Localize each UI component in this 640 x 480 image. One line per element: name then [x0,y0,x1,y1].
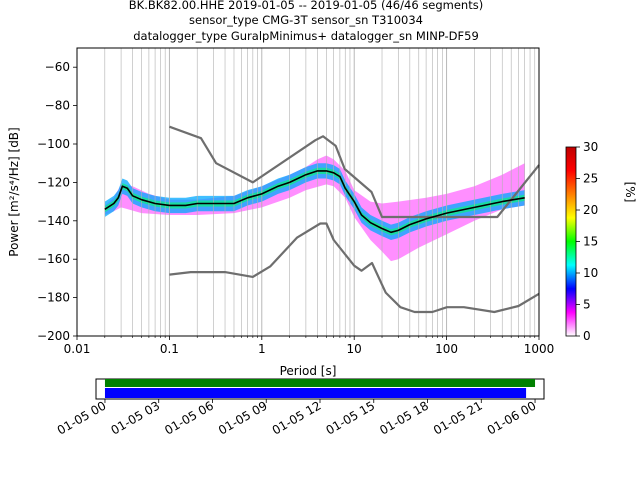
y-tick-label: −60 [45,60,70,74]
timeline-tick-label: 01-05 15 [324,398,378,437]
timeline-tick-label: 01-05 18 [377,398,431,437]
y-axis-label: Power [m²/s⁴/Hz] [dB] [7,127,21,256]
timeline-plot: 01-05 00 01-05 03 01-05 06 01-05 09 01-05 12… [55,378,545,438]
series-layer [104,125,540,314]
y-tick-label: −180 [37,291,70,305]
colorbar-label: [%] [623,182,637,203]
title-line-2: sensor_type CMG-3T sensor_sn T310034 [189,13,423,27]
timeline-tick-label: 01-05 21 [431,398,485,437]
x-tick-label: 10 [347,342,362,356]
timeline-ticks: 01-05 00 01-05 03 01-05 06 01-05 09 01-05 12… [55,398,539,437]
noise-model-low-line [169,222,540,314]
colorbar-tick-label: 20 [583,203,598,217]
y-tick-label: −120 [37,175,70,189]
y-tick-label: −140 [37,214,70,228]
x-tick-label: 1000 [524,342,555,356]
data-coverage-bar [104,379,536,387]
used-segments-bar [104,388,527,398]
colorbar: 0 5 10 15 20 25 30 [%] [565,140,637,343]
x-axis-ticks: 0.01 0.1 1 10 100 1000 [64,336,555,356]
density-band-peak [104,167,525,236]
colorbar-gradient [565,146,577,337]
timeline-tick-label: 01-05 03 [108,398,162,437]
timeline-tick-label: 01-05 00 [55,398,109,437]
mean-psd-line [104,170,525,234]
x-axis-label: Period [s] [280,364,337,378]
colorbar-tick-label: 0 [583,329,591,343]
timeline-tick-label: 01-06 00 [485,398,539,437]
y-axis-ticks: −60 −80 −100 −120 −140 −160 −180 −200 [37,60,77,343]
colorbar-tick-label: 30 [583,140,598,154]
grid [76,48,536,336]
timeline-tick-label: 01-05 09 [216,398,270,437]
colorbar-tick-label: 10 [583,266,598,280]
x-tick-label: 0.01 [64,342,91,356]
colorbar-tick-label: 15 [583,235,598,249]
timeline-tick-label: 01-05 12 [270,398,324,437]
colorbar-tick-label: 5 [583,298,591,312]
plot-frame [76,47,540,337]
y-tick-label: −80 [45,99,70,113]
y-tick-label: −160 [37,252,70,266]
timeline-tick-label: 01-05 06 [162,398,216,437]
x-tick-label: 1 [258,342,266,356]
title-line-3: datalogger_type GuralpMinimus+ datalogge… [133,29,479,43]
colorbar-ticks: 0 5 10 15 20 25 30 [576,140,598,343]
y-tick-label: −200 [37,329,70,343]
colorbar-tick-label: 25 [583,172,598,186]
x-tick-label: 0.1 [160,342,179,356]
title-line-1: BK.BK82.00.HHE 2019-01-05 -- 2019-01-05 … [129,0,483,12]
noise-model-high-line [169,125,540,219]
x-tick-label: 100 [435,342,458,356]
y-tick-label: −100 [37,137,70,151]
density-band-outer [104,155,525,262]
ppsd-plot: 0.01 0.1 1 10 100 1000 −60 −80 −100 −120 −140 −160… [7,47,555,378]
timeline-bars [104,379,536,398]
